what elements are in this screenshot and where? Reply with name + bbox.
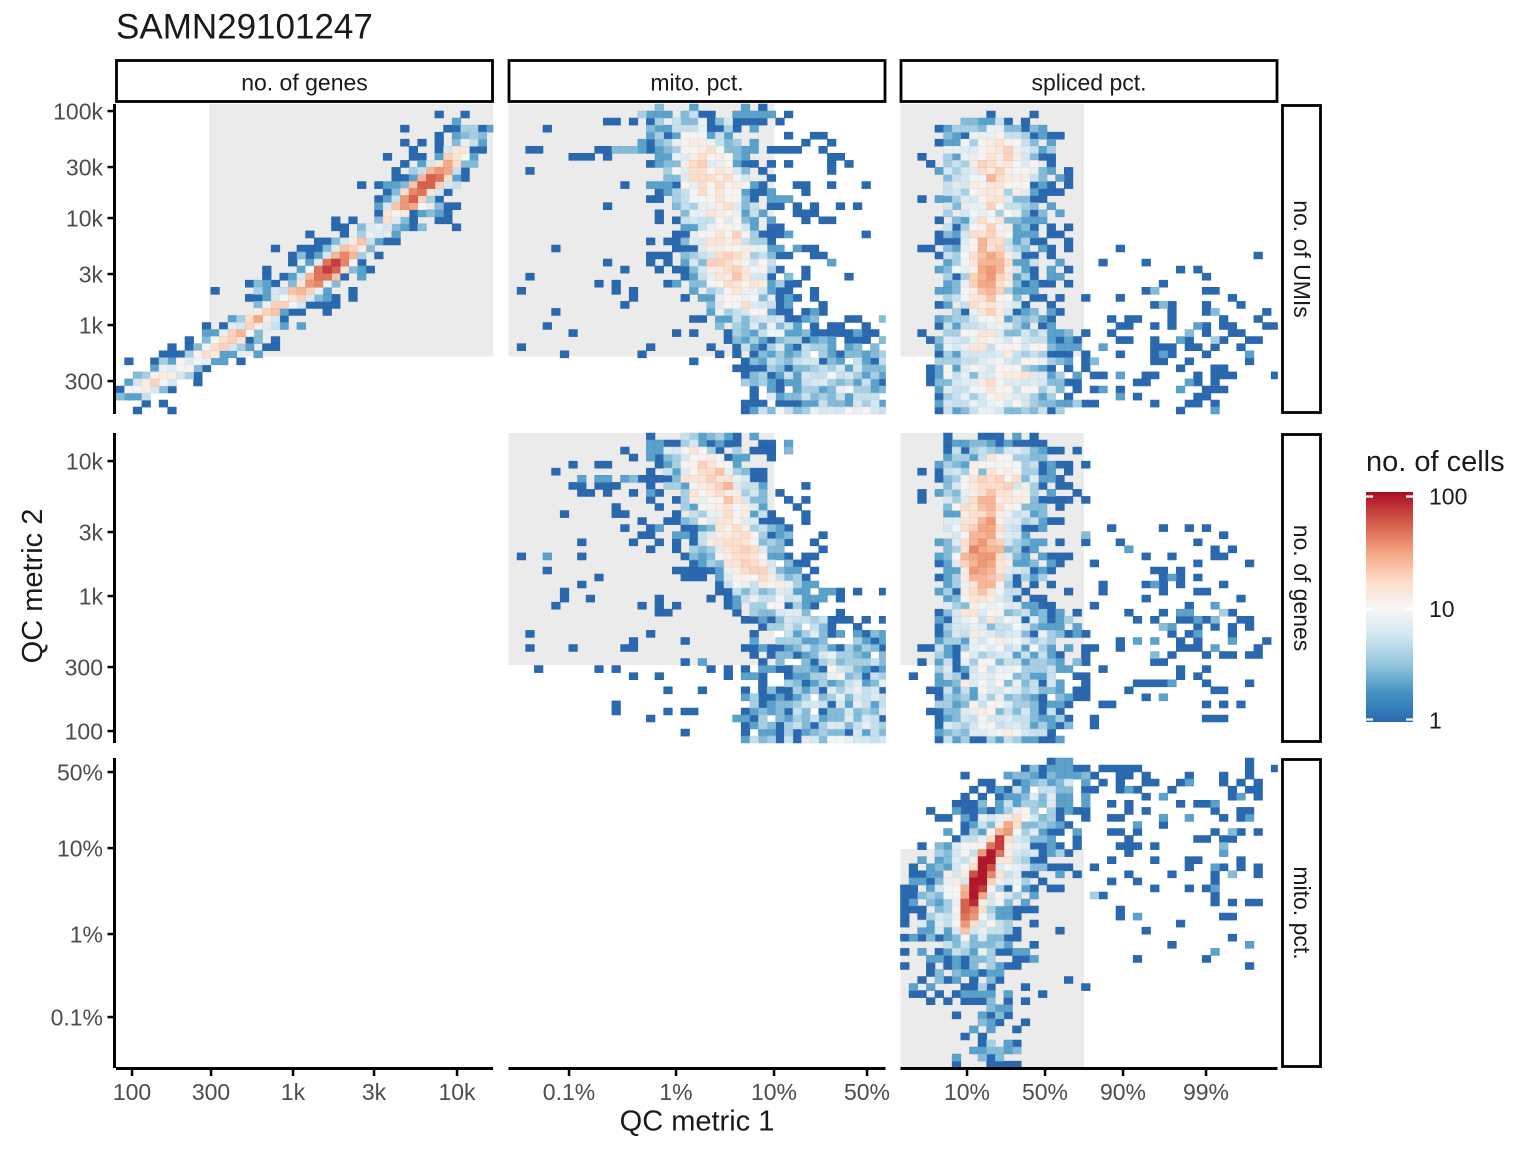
svg-text:0.1%: 0.1% [543, 1079, 595, 1105]
svg-text:100k: 100k [53, 99, 103, 125]
svg-text:1%: 1% [70, 922, 103, 948]
svg-text:3k: 3k [362, 1079, 387, 1105]
svg-text:10: 10 [1429, 596, 1455, 622]
svg-text:99%: 99% [1183, 1079, 1229, 1105]
svg-text:1k: 1k [79, 584, 104, 610]
svg-text:QC metric 2: QC metric 2 [17, 509, 49, 664]
svg-text:1%: 1% [659, 1079, 692, 1105]
svg-text:50%: 50% [1022, 1079, 1068, 1105]
svg-text:300: 300 [65, 655, 103, 681]
svg-text:spliced pct.: spliced pct. [1031, 70, 1146, 96]
svg-text:30k: 30k [66, 155, 104, 181]
svg-text:10%: 10% [751, 1079, 797, 1105]
svg-text:100: 100 [1429, 484, 1467, 510]
svg-text:50%: 50% [844, 1079, 890, 1105]
svg-text:100: 100 [113, 1079, 151, 1105]
svg-text:100: 100 [65, 719, 103, 745]
svg-text:10k: 10k [66, 449, 104, 475]
svg-text:1k: 1k [79, 313, 104, 339]
svg-text:300: 300 [192, 1079, 230, 1105]
svg-text:SAMN29101247: SAMN29101247 [116, 8, 373, 47]
svg-text:3k: 3k [79, 262, 104, 288]
svg-text:mito. pct.: mito. pct. [1289, 866, 1315, 959]
svg-text:no. of cells: no. of cells [1366, 446, 1505, 478]
svg-text:10k: 10k [438, 1079, 476, 1105]
svg-text:no. of genes: no. of genes [241, 70, 368, 96]
svg-text:no. of genes: no. of genes [1289, 525, 1315, 652]
svg-text:3k: 3k [79, 520, 104, 546]
svg-text:50%: 50% [57, 760, 103, 786]
svg-text:1: 1 [1429, 708, 1442, 734]
svg-text:mito. pct.: mito. pct. [650, 70, 743, 96]
svg-text:10%: 10% [944, 1079, 990, 1105]
svg-text:10k: 10k [66, 206, 104, 232]
svg-text:300: 300 [65, 369, 103, 395]
svg-text:QC metric 1: QC metric 1 [620, 1106, 775, 1138]
svg-text:0.1%: 0.1% [51, 1005, 103, 1031]
svg-text:10%: 10% [57, 836, 103, 862]
svg-text:90%: 90% [1100, 1079, 1146, 1105]
svg-text:1k: 1k [281, 1079, 306, 1105]
svg-text:no. of UMIs: no. of UMIs [1289, 200, 1315, 318]
